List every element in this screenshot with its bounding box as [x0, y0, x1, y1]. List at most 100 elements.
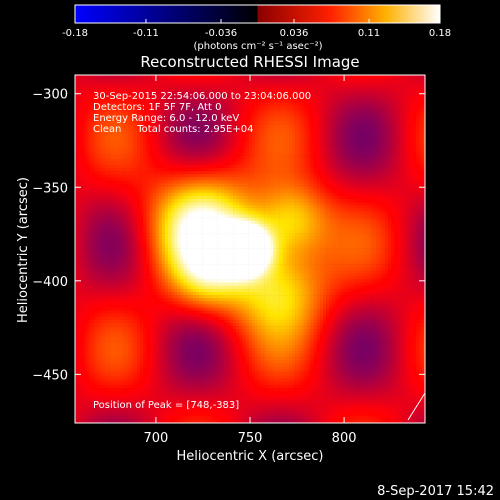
- heatmap-cell: [242, 106, 246, 110]
- heatmap-cell: [406, 205, 411, 209]
- heatmap-cell: [264, 177, 268, 181]
- heatmap-cell: [217, 130, 221, 135]
- heatmap-cell: [149, 208, 153, 212]
- heatmap-cell: [313, 130, 318, 135]
- heatmap-cell: [391, 152, 395, 156]
- heatmap-cell: [332, 180, 336, 184]
- heatmap-cell: [168, 90, 172, 94]
- heatmap-cell: [171, 84, 175, 88]
- heatmap-cell: [140, 161, 144, 166]
- heatmap-cell: [164, 99, 169, 104]
- heatmap-cell: [102, 87, 107, 91]
- heatmap-cell: [161, 112, 166, 116]
- heatmap-cell: [329, 99, 333, 104]
- heatmap-cell: [140, 180, 144, 184]
- heatmap-cell: [143, 171, 147, 175]
- heatmap-cell: [161, 158, 166, 163]
- heatmap-cell: [205, 121, 209, 125]
- heatmap-cell: [109, 186, 113, 190]
- heatmap-cell: [93, 192, 97, 197]
- heatmap-cell: [409, 174, 414, 178]
- heatmap-cell: [118, 168, 122, 172]
- heatmap-cell: [78, 118, 82, 122]
- heatmap-cell: [220, 174, 225, 178]
- heatmap-cell: [254, 81, 259, 85]
- heatmap-cell: [279, 146, 283, 150]
- heatmap-cell: [84, 186, 88, 190]
- heatmap-cell: [115, 146, 119, 150]
- heatmap-cell: [189, 161, 194, 166]
- heatmap-cell: [161, 143, 166, 147]
- heatmap-cell: [276, 112, 280, 116]
- heatmap-cell: [298, 99, 302, 104]
- heatmap-cell: [412, 124, 417, 128]
- heatmap-cell: [279, 90, 283, 94]
- heatmap-cell: [391, 199, 395, 203]
- heatmap-cell: [239, 127, 243, 132]
- heatmap-cell: [124, 158, 128, 163]
- heatmap-cell: [375, 164, 380, 169]
- heatmap-cell: [326, 127, 330, 132]
- heatmap-cell: [81, 146, 85, 150]
- heatmap-cell: [186, 130, 190, 135]
- heatmap-cell: [171, 168, 175, 172]
- heatmap-cell: [267, 161, 271, 166]
- heatmap-cell: [152, 133, 156, 138]
- heatmap-cell: [242, 164, 246, 169]
- heatmap-cell: [279, 93, 283, 97]
- heatmap-cell: [242, 205, 246, 209]
- heatmap-cell: [375, 183, 380, 187]
- heatmap-cell: [245, 106, 249, 110]
- heatmap-cell: [394, 158, 398, 163]
- heatmap-cell: [192, 130, 197, 135]
- heatmap-cell: [177, 115, 181, 119]
- heatmap-cell: [316, 75, 321, 79]
- heatmap-cell: [378, 149, 383, 153]
- heatmap-cell: [254, 168, 259, 172]
- heatmap-cell: [397, 146, 401, 150]
- heatmap-cell: [335, 78, 339, 82]
- heatmap-cell: [180, 127, 184, 132]
- heatmap-cell: [168, 124, 172, 128]
- heatmap-cell: [87, 146, 91, 150]
- heatmap-cell: [292, 202, 296, 206]
- heatmap-cell: [332, 115, 336, 119]
- heatmap-cell: [208, 130, 212, 135]
- heatmap-cell: [332, 143, 336, 147]
- heatmap-cell: [195, 133, 200, 138]
- heatmap-cell: [133, 180, 138, 184]
- heatmap-cell: [391, 78, 395, 82]
- heatmap-cell: [378, 195, 383, 200]
- heatmap-cell: [350, 99, 355, 104]
- heatmap-cell: [419, 146, 423, 150]
- heatmap-cell: [270, 93, 274, 97]
- heatmap-cell: [273, 199, 277, 203]
- heatmap-cell: [267, 84, 271, 88]
- heatmap-cell: [332, 192, 336, 197]
- heatmap-cell: [220, 124, 225, 128]
- heatmap-cell: [285, 208, 290, 212]
- heatmap-cell: [406, 96, 411, 101]
- heatmap-cell: [323, 152, 327, 156]
- heatmap-cell: [388, 133, 392, 138]
- heatmap-cell: [344, 133, 349, 138]
- heatmap-cell: [270, 168, 274, 172]
- heatmap-cell: [164, 109, 169, 113]
- heatmap-cell: [388, 121, 392, 125]
- heatmap-cell: [106, 93, 110, 97]
- heatmap-cell: [251, 127, 256, 132]
- heatmap-cell: [93, 137, 97, 141]
- heatmap-cell: [205, 202, 209, 206]
- heatmap-cell: [205, 180, 209, 184]
- heatmap-cell: [75, 146, 79, 150]
- heatmap-cell: [214, 96, 218, 101]
- heatmap-cell: [93, 202, 97, 206]
- heatmap-cell: [217, 164, 221, 169]
- heatmap-cell: [282, 143, 287, 147]
- heatmap-cell: [140, 118, 144, 122]
- heatmap-cell: [403, 115, 407, 119]
- heatmap-cell: [192, 99, 197, 104]
- heatmap-cell: [96, 137, 101, 141]
- heatmap-cell: [127, 202, 132, 206]
- heatmap-cell: [158, 177, 163, 181]
